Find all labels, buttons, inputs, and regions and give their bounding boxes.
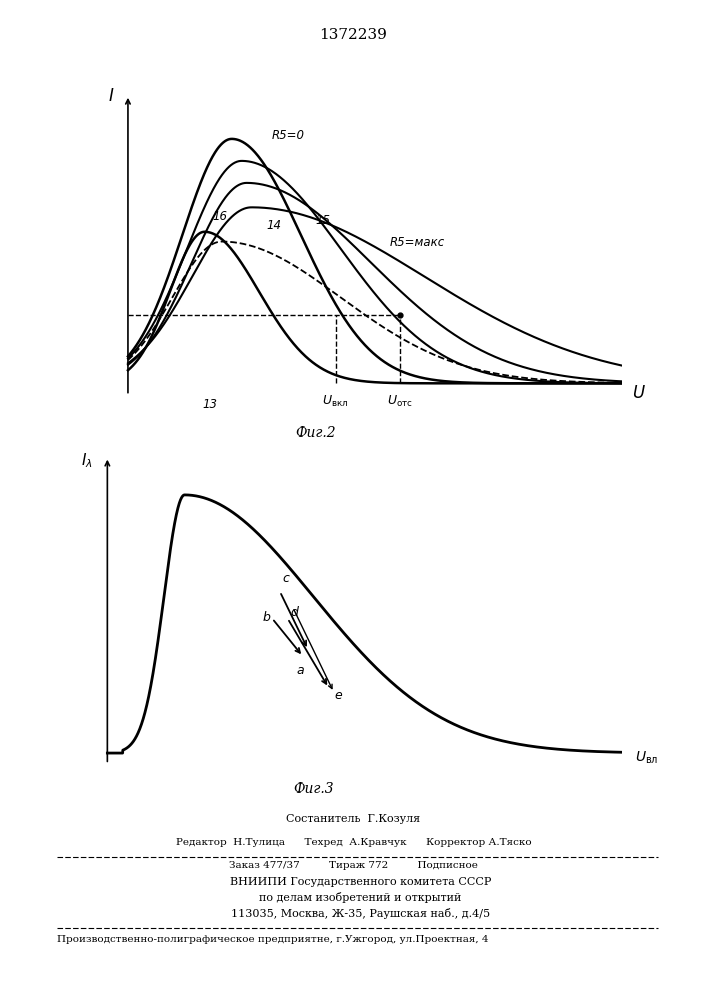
Text: Состанитель  Г.Козуля: Состанитель Г.Козуля	[286, 814, 421, 824]
Text: Редактор  Н.Тулица      Техред  А.Кравчук      Корректор А.Тяско: Редактор Н.Тулица Техред А.Кравчук Корре…	[175, 838, 532, 847]
Text: Фиг.3: Фиг.3	[293, 782, 334, 796]
Text: Фиг.2: Фиг.2	[296, 426, 336, 440]
Text: $U_{\rm вл}$: $U_{\rm вл}$	[635, 750, 658, 766]
Text: a: a	[296, 664, 304, 677]
Text: R5=макс: R5=макс	[390, 236, 445, 249]
Text: c: c	[282, 572, 289, 585]
Text: Заказ 477/37         Тираж 772         Подписное: Заказ 477/37 Тираж 772 Подписное	[229, 861, 478, 870]
Text: $U_{\rm вкл}$: $U_{\rm вкл}$	[322, 394, 349, 409]
Text: e: e	[334, 689, 342, 702]
Text: R5=0: R5=0	[271, 129, 304, 142]
Text: по делам изобретений и открытий: по делам изобретений и открытий	[245, 892, 462, 903]
Text: 16: 16	[212, 210, 227, 223]
Text: b: b	[263, 611, 271, 624]
Text: 13: 13	[202, 398, 217, 411]
Text: 14: 14	[267, 219, 281, 232]
Text: U: U	[632, 384, 644, 402]
Text: $I_\lambda$: $I_\lambda$	[81, 452, 93, 470]
Text: d: d	[290, 606, 298, 619]
Text: 113035, Москва, Ж-35, Раушская наб., д.4/5: 113035, Москва, Ж-35, Раушская наб., д.4…	[217, 908, 490, 919]
Text: $U_{\rm отс}$: $U_{\rm отс}$	[387, 394, 413, 409]
Text: 15: 15	[316, 214, 331, 227]
Text: I: I	[108, 87, 113, 105]
Text: Производственно-полиграфическое предприятне, г.Ужгород, ул.Проектная, 4: Производственно-полиграфическое предприя…	[57, 935, 488, 944]
Text: 1372239: 1372239	[320, 28, 387, 42]
Text: ВНИИПИ Государственного комитета СССР: ВНИИПИ Государственного комитета СССР	[216, 877, 491, 887]
